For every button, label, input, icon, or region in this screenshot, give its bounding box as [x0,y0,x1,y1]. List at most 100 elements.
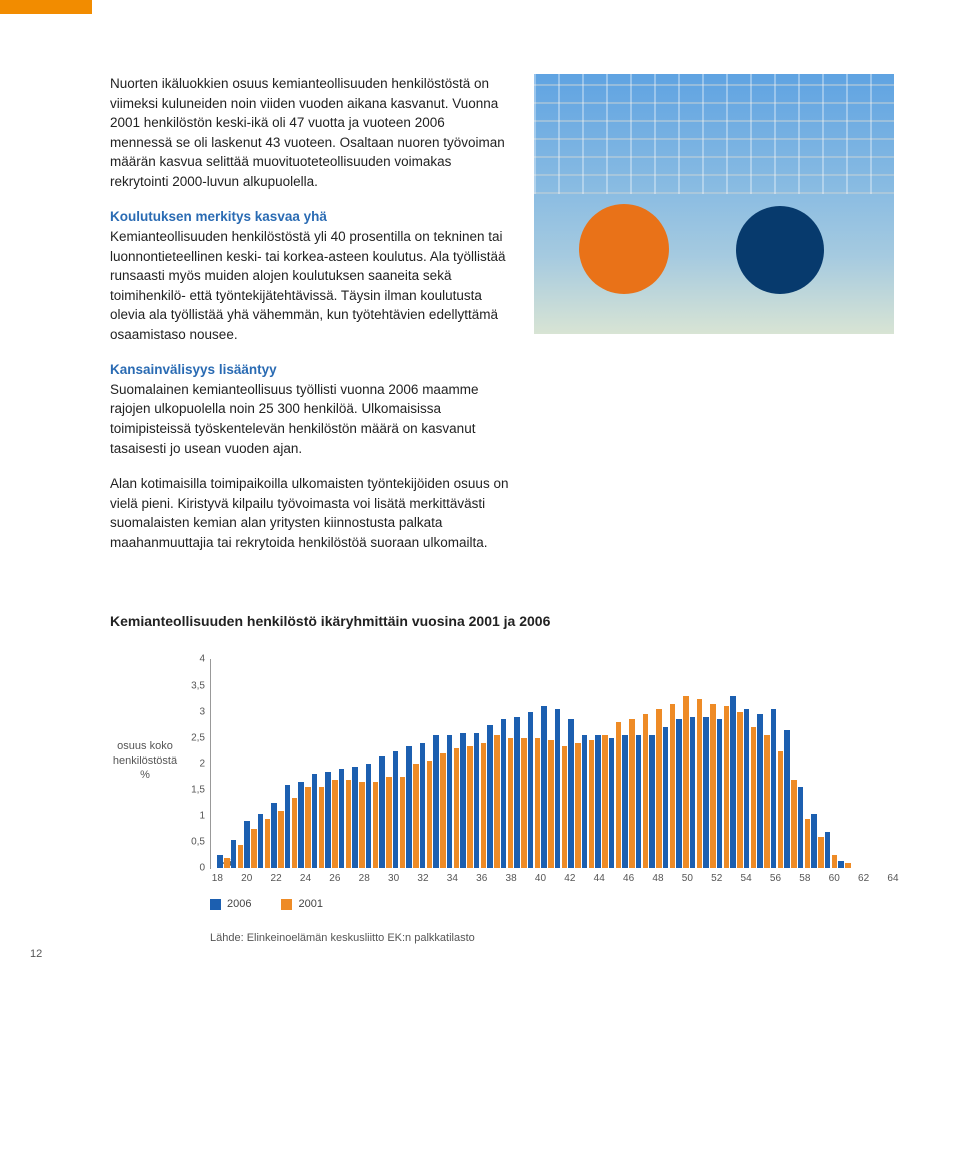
bar-pair [244,659,257,868]
bar-pair [406,659,419,868]
bar-pair [676,659,689,868]
bar-2006 [757,714,763,868]
bar-pair [649,659,662,868]
bar-2006 [609,738,615,869]
x-tick-label: 54 [739,873,754,884]
bar-pair [811,659,824,868]
y-tick-label: 2 [199,758,205,769]
bar-2001 [278,811,284,868]
x-tick-label: 32 [416,873,431,884]
bar-2001 [427,761,433,868]
bar-pair [541,659,554,868]
bar-2006 [717,719,723,868]
bar-2006 [298,782,304,868]
bar-2006 [582,735,588,868]
bar-2006 [676,719,682,868]
bar-2001 [400,777,406,868]
bar-2006 [838,861,844,869]
bar-pair [582,659,595,868]
bar-pair [636,659,649,868]
x-tick-label: 22 [269,873,284,884]
bar-2001 [845,863,851,868]
y-tick-label: 1,5 [191,785,205,796]
y-tick-label: 2,5 [191,732,205,743]
bar-2006 [690,717,696,869]
bar-pair [798,659,811,868]
bar-2006 [258,814,264,869]
x-tick-label: 24 [298,873,313,884]
page-number: 12 [30,948,42,960]
bar-2006 [393,751,399,869]
chart-plot: 00,511,522,533,54 [210,659,211,869]
bar-pair [231,659,244,868]
bar-2001 [697,699,703,869]
bar-2001 [751,727,757,868]
image-structure-overlay [534,74,894,194]
y-tick-label: 0 [199,863,205,874]
bar-2006 [312,774,318,868]
bar-2006 [771,709,777,868]
bar-2001 [548,740,554,868]
bar-2001 [616,722,622,868]
bar-2006 [514,717,520,869]
x-tick-label: 40 [533,873,548,884]
bar-2006 [460,733,466,869]
bar-2006 [568,719,574,868]
bar-pair [420,659,433,868]
bar-2006 [231,840,237,869]
x-tick-label: 48 [651,873,666,884]
bar-2001 [251,829,257,868]
bar-2001 [764,735,770,868]
bar-2001 [481,743,487,868]
bar-2001 [373,782,379,868]
bar-2006 [622,735,628,868]
x-tick-label: 30 [386,873,401,884]
bar-pair [325,659,338,868]
bar-pair [514,659,527,868]
bar-pair [703,659,716,868]
bar-2006 [595,735,601,868]
bar-2006 [744,709,750,868]
bar-2001 [265,819,271,869]
bar-2006 [636,735,642,868]
bar-2006 [217,855,223,868]
legend-label: 2001 [298,898,322,910]
bar-2006 [325,772,331,869]
bar-2001 [238,845,244,869]
bar-pair [460,659,473,868]
international-heading: Kansainvälisyys lisääntyy [110,362,277,377]
bar-2001 [562,746,568,869]
bar-2001 [710,704,716,869]
bar-pair [312,659,325,868]
x-tick-label: 20 [239,873,254,884]
bar-2001 [292,798,298,869]
bar-2006 [433,735,439,868]
bar-2006 [798,787,804,868]
x-tick-label: 50 [680,873,695,884]
bar-2001 [832,855,838,868]
bar-2006 [825,832,831,869]
bar-2001 [454,748,460,868]
x-tick-label: 64 [886,873,901,884]
education-paragraph: Koulutuksen merkitys kasvaa yhä Kemiante… [110,207,510,344]
bar-2006 [528,712,534,869]
y-axis-labels: 00,511,522,533,54 [181,659,209,868]
international-body: Suomalainen kemianteollisuus työllisti v… [110,382,478,456]
x-tick-label: 44 [592,873,607,884]
chart-title: Kemianteollisuuden henkilöstö ikäryhmitt… [110,613,900,629]
bar-2001 [575,743,581,868]
bar-2006 [420,743,426,868]
bar-2001 [670,704,676,869]
bar-2001 [332,780,338,869]
chart-source: Lähde: Elinkeinoelämän keskusliitto EK:n… [210,932,900,944]
bar-pair [568,659,581,868]
bar-pair [271,659,284,868]
bar-2001 [724,706,730,868]
international-paragraph: Kansainvälisyys lisääntyy Suomalainen ke… [110,360,510,458]
bar-2001 [805,819,811,869]
bar-2001 [818,837,824,868]
bar-pair [501,659,514,868]
education-heading: Koulutuksen merkitys kasvaa yhä [110,209,327,224]
bar-2006 [663,727,669,868]
bar-2006 [649,735,655,868]
